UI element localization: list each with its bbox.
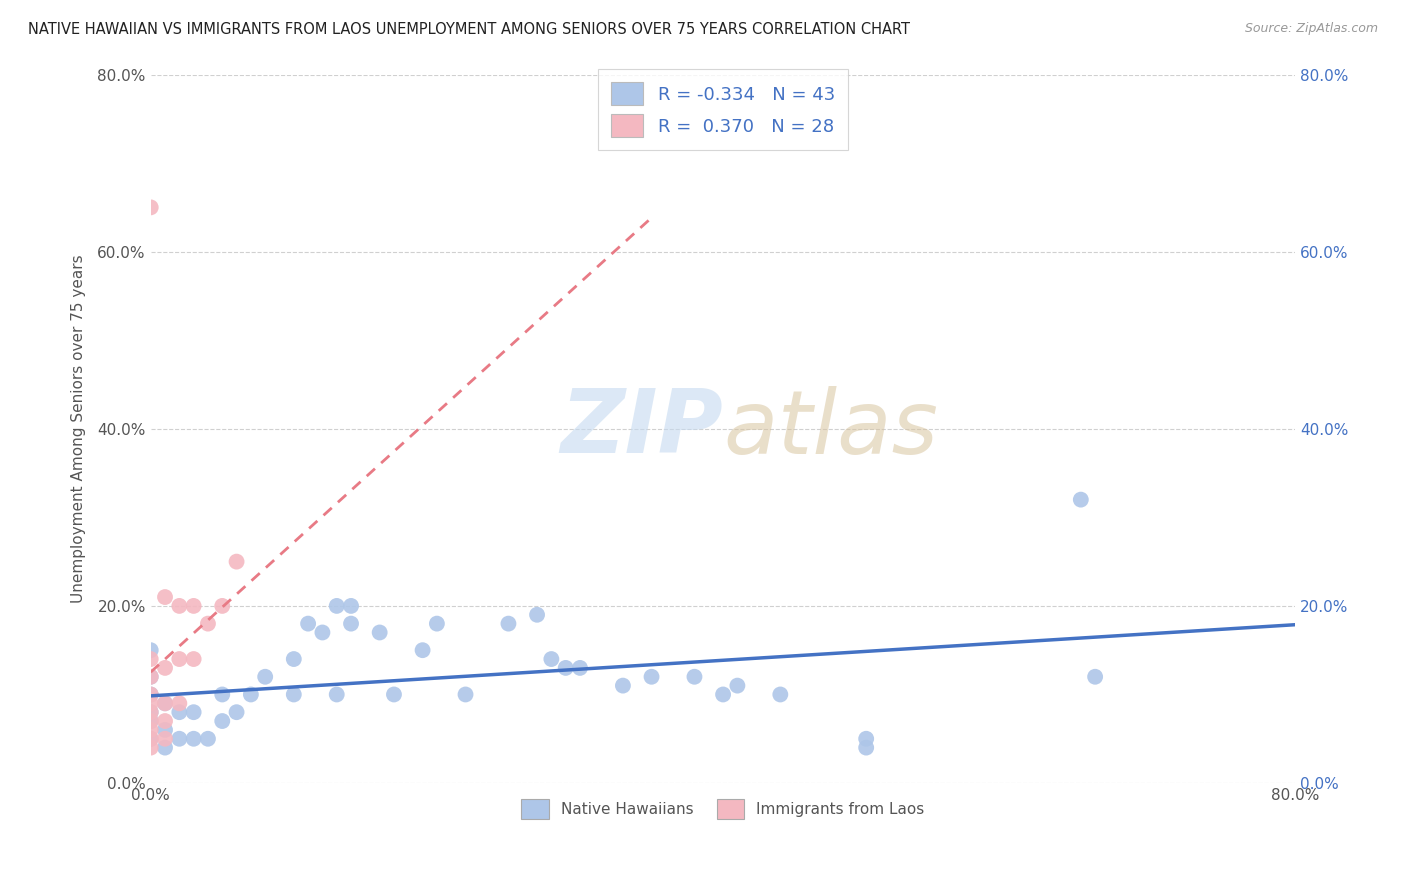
Point — [254, 670, 277, 684]
Point — [454, 688, 477, 702]
Point — [139, 740, 162, 755]
Point — [183, 731, 205, 746]
Point — [725, 679, 748, 693]
Point — [640, 670, 662, 684]
Point — [340, 616, 363, 631]
Text: ZIP: ZIP — [561, 385, 723, 472]
Point — [153, 661, 176, 675]
Point — [139, 731, 162, 746]
Point — [382, 688, 405, 702]
Point — [1070, 492, 1092, 507]
Point — [139, 714, 162, 728]
Point — [855, 740, 877, 755]
Point — [169, 705, 191, 719]
Point — [139, 714, 162, 728]
Point — [211, 714, 233, 728]
Point — [211, 688, 233, 702]
Point — [412, 643, 434, 657]
Point — [554, 661, 576, 675]
Point — [153, 740, 176, 755]
Point — [183, 599, 205, 613]
Point — [283, 652, 305, 666]
Point — [183, 705, 205, 719]
Point — [139, 723, 162, 737]
Point — [297, 616, 319, 631]
Point — [183, 652, 205, 666]
Point — [169, 696, 191, 710]
Point — [139, 688, 162, 702]
Point — [855, 731, 877, 746]
Point — [711, 688, 734, 702]
Point — [368, 625, 391, 640]
Text: atlas: atlas — [723, 385, 938, 472]
Point — [239, 688, 262, 702]
Point — [139, 670, 162, 684]
Point — [1084, 670, 1107, 684]
Point — [769, 688, 792, 702]
Point — [153, 714, 176, 728]
Point — [211, 599, 233, 613]
Point — [139, 705, 162, 719]
Point — [225, 555, 247, 569]
Point — [153, 723, 176, 737]
Point — [153, 590, 176, 604]
Point — [526, 607, 548, 622]
Point — [498, 616, 520, 631]
Point — [283, 688, 305, 702]
Point — [169, 731, 191, 746]
Point — [139, 696, 162, 710]
Legend: Native Hawaiians, Immigrants from Laos: Native Hawaiians, Immigrants from Laos — [516, 793, 931, 825]
Text: NATIVE HAWAIIAN VS IMMIGRANTS FROM LAOS UNEMPLOYMENT AMONG SENIORS OVER 75 YEARS: NATIVE HAWAIIAN VS IMMIGRANTS FROM LAOS … — [28, 22, 910, 37]
Point — [139, 200, 162, 214]
Point — [153, 731, 176, 746]
Point — [139, 705, 162, 719]
Point — [169, 599, 191, 613]
Point — [612, 679, 634, 693]
Point — [139, 652, 162, 666]
Point — [683, 670, 706, 684]
Point — [139, 670, 162, 684]
Point — [153, 696, 176, 710]
Point — [340, 599, 363, 613]
Point — [569, 661, 592, 675]
Point — [169, 652, 191, 666]
Point — [197, 616, 219, 631]
Point — [325, 688, 347, 702]
Point — [325, 599, 347, 613]
Point — [153, 696, 176, 710]
Y-axis label: Unemployment Among Seniors over 75 years: Unemployment Among Seniors over 75 years — [72, 254, 86, 603]
Point — [139, 643, 162, 657]
Point — [225, 705, 247, 719]
Point — [311, 625, 333, 640]
Text: Source: ZipAtlas.com: Source: ZipAtlas.com — [1244, 22, 1378, 36]
Point — [540, 652, 562, 666]
Point — [426, 616, 449, 631]
Point — [197, 731, 219, 746]
Point — [139, 731, 162, 746]
Point — [139, 688, 162, 702]
